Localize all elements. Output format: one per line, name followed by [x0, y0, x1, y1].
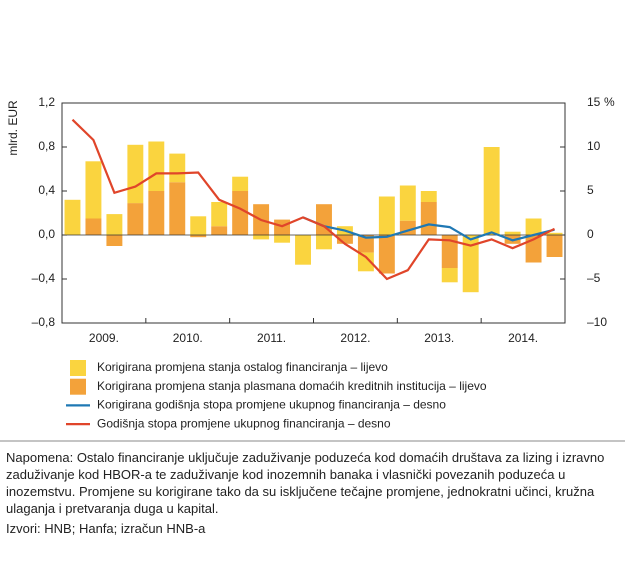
y-tick-label: –0,4: [32, 271, 56, 285]
line: [71, 118, 555, 281]
bar: [483, 147, 500, 235]
bar: [106, 214, 123, 235]
bar: [546, 235, 563, 257]
bar: [106, 235, 123, 246]
x-tick-label: 2012.: [340, 331, 370, 345]
legend-label: Korigirana promjena stanja ostalog finan…: [97, 360, 388, 374]
bar: [420, 191, 437, 202]
x-tick-label: 2009.: [89, 331, 119, 345]
bar: [85, 218, 102, 235]
legend-label: Godišnja stopa promjene ukupnog financir…: [97, 416, 391, 430]
y-tick-label: 0,0: [38, 227, 55, 241]
bar: [190, 235, 207, 238]
bar: [399, 185, 416, 221]
y-tick-label: –0,8: [32, 315, 56, 329]
note-text: Napomena: Ostalo financiranje uključuje …: [6, 450, 605, 516]
bar: [504, 231, 521, 235]
bar: [64, 199, 81, 235]
y2-tick-label: –5: [587, 271, 601, 285]
bar: [462, 235, 479, 293]
bar: [211, 202, 228, 227]
y2-tick-label: 15: [587, 95, 601, 109]
bar: [169, 153, 186, 183]
bar: [357, 252, 374, 272]
bar: [232, 191, 249, 235]
bar: [190, 216, 207, 235]
y2-tick-label: 0: [587, 227, 594, 241]
y2-axis-label: %: [604, 95, 615, 109]
legend-label: Korigirana promjena stanja plasmana doma…: [97, 379, 487, 393]
bar: [148, 191, 165, 235]
y2-tick-label: 5: [587, 183, 594, 197]
legend-label: Korigirana godišnja stopa promjene ukupn…: [97, 398, 446, 412]
bar: [546, 232, 563, 235]
bar: [378, 196, 395, 235]
bar: [232, 176, 249, 191]
x-tick-label: 2011.: [257, 331, 286, 345]
y-tick-label: 1,2: [38, 95, 55, 109]
bar: [316, 235, 332, 250]
bar: [378, 235, 395, 274]
y2-tick-label: 10: [587, 139, 601, 153]
bar: [441, 268, 458, 283]
bar: [295, 235, 311, 265]
x-tick-label: 2014.: [508, 331, 538, 345]
bar: [441, 235, 458, 268]
bar: [274, 235, 291, 243]
bar: [336, 235, 353, 244]
bar: [127, 144, 144, 204]
x-tick-label: 2010.: [173, 331, 203, 345]
bar: [253, 235, 270, 240]
legend-swatch: [70, 360, 86, 376]
y-tick-label: 0,8: [38, 139, 55, 153]
legend-swatch: [70, 378, 86, 395]
y-axis-label: mlrd. EUR: [6, 100, 20, 156]
x-tick-label: 2013.: [424, 331, 454, 345]
bar: [127, 203, 144, 235]
y2-tick-label: –10: [587, 315, 607, 329]
chart: mlrd. EUR % –0,8 –0,4 0,0 0,4 0,8 1,2 –10 –5 0 5 1…: [0, 95, 625, 442]
bar: [85, 161, 102, 219]
bar: [169, 182, 186, 235]
bar: [525, 218, 542, 235]
bar: [357, 235, 374, 253]
line: [302, 216, 555, 242]
bar: [420, 202, 437, 235]
sources-text: Izvori: HNB; Hanfa; izračun HNB-a: [6, 521, 206, 536]
footnote: Napomena: Ostalo financiranje uključuje …: [6, 449, 618, 540]
bar: [211, 226, 228, 235]
y-tick-label: 0,4: [38, 183, 55, 197]
bar: [148, 141, 165, 191]
